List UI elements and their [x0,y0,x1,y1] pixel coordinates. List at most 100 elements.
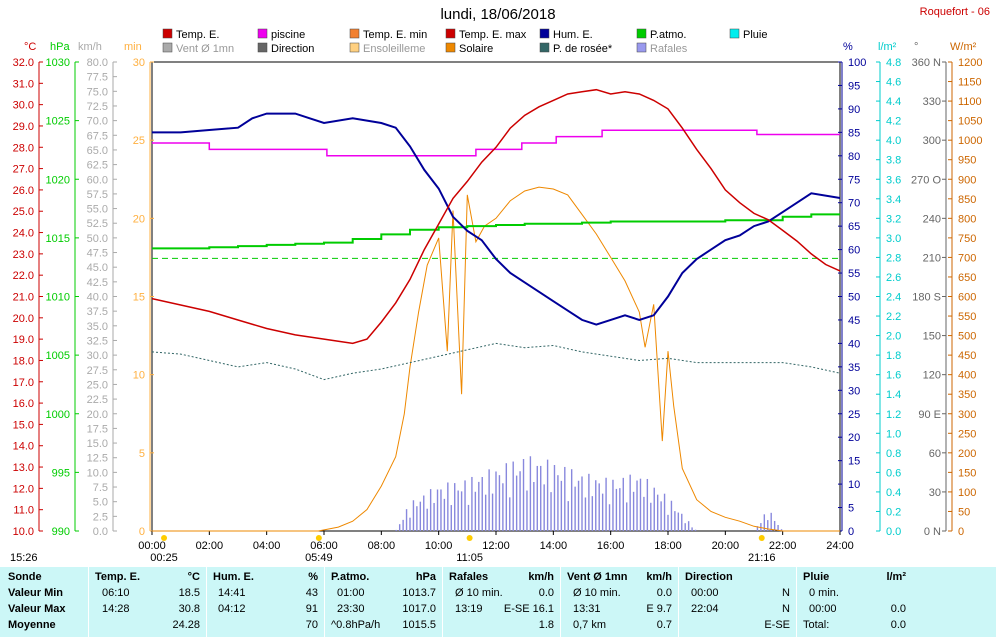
hum-tick-label: 20 [848,432,860,444]
axis-unit-label: km/h [78,41,102,53]
dir-tick-label: 150 [923,331,941,343]
rain-tick-label: 1.8 [886,350,901,362]
wind-tick-label: 20.0 [87,409,108,421]
axis-unit-label: min [124,41,142,53]
temp-tick-label: 15.0 [13,419,34,431]
legend-label: P. de rosée* [553,43,613,55]
wind-tick-label: 42.5 [87,277,108,289]
hum-tick-label: 90 [848,104,860,116]
wind-tick-label: 27.5 [87,365,108,377]
press-tick-label: 995 [52,467,70,479]
hum-tick-label: 45 [848,315,860,327]
temp-tick-label: 29.0 [13,121,34,133]
temp-tick-label: 10.0 [13,526,34,538]
wind-tick-label: 40.0 [87,292,108,304]
avg-hum-value: 70 [305,619,318,631]
wind-tick-label: 57.5 [87,189,108,201]
solar-tick-label: 400 [958,370,976,382]
solar-tick-label: 600 [958,292,976,304]
avg-wind-distance: 0,7 km [573,619,607,631]
time-tick-label: 06:00 [310,540,338,552]
legend-label: Direction [271,43,314,55]
legend-label: piscine [271,29,305,41]
temperature-series-line [151,88,841,345]
max-hum-time: 04:12 [218,603,246,615]
time-tick-label: 04:00 [253,540,281,552]
hdr-press-unit: hPa [415,571,436,583]
rain-tick-label: 0.0 [886,526,901,538]
press-tick-label: 1030 [46,57,70,69]
rain-tick-label: 4.6 [886,77,901,89]
time-tick-label: 20:00 [712,540,740,552]
max-dir-value: N [782,603,790,615]
hdr-gust: Rafales [449,571,489,583]
stats-header-row: Sonde Temp. E. °C Hum. E. % P.atmo. hPa … [0,571,996,587]
min-temp-time: 06:10 [102,587,130,599]
event-time-1: 00:25 [150,552,178,564]
solar-tick-label: 300 [958,409,976,421]
rain-tick-label: 4.0 [886,135,901,147]
avg-dir-value: E-SE [764,619,790,631]
legend-label: P.atmo. [650,29,687,41]
dir-tick-label: 90 E [918,409,941,421]
rain-tick-label: 3.2 [886,213,901,225]
solar-tick-label: 650 [958,272,976,284]
rain-tick-label: 2.2 [886,311,901,323]
avg-press-trend: ^0.8hPa/h [331,619,381,631]
sun-tick-label: 25 [133,135,145,147]
solar-tick-label: 500 [958,331,976,343]
hdr-hum: Hum. E. [213,571,254,583]
rain-tick-label: 0.2 [886,506,901,518]
wind-tick-label: 52.5 [87,218,108,230]
temp-tick-label: 14.0 [13,441,34,453]
hdr-dir: Direction [685,571,733,583]
solar-tick-label: 900 [958,174,976,186]
sunset-time: 21:16 [748,552,776,564]
max-rain-time: 00:00 [809,603,837,615]
solar-tick-label: 150 [958,467,976,479]
solar-tick-label: 1100 [958,96,982,108]
dir-tick-label: 300 [923,135,941,147]
stats-avg-row: Moyenne 24.28 70 ^0.8hPa/h 1015.5 1.8 0,… [0,619,996,635]
solar-tick-label: 800 [958,213,976,225]
wind-tick-label: 30.0 [87,350,108,362]
legend-label: Temp. E. max [459,29,527,41]
solar-tick-label: 1050 [958,116,982,128]
solar-tick-label: 550 [958,311,976,323]
rain-tick-label: 1.2 [886,409,901,421]
legend-swatch [729,28,740,39]
time-tick-label: 12:00 [482,540,510,552]
rain-tick-label: 2.4 [886,292,901,304]
max-rain-value: 0.0 [890,603,906,615]
temp-tick-label: 23.0 [13,249,34,261]
plot-frame [151,61,841,532]
axis-unit-label: W/m² [950,41,977,53]
wind-tick-label: 7.5 [93,482,108,494]
dir-tick-label: 240 [923,213,941,225]
sun-tick-label: 0 [139,526,145,538]
legend-swatch [162,42,173,53]
time-tick-label: 24:00 [826,540,854,552]
temp-tick-label: 17.0 [13,377,34,389]
press-tick-label: 990 [52,526,70,538]
min-press-value: 1013.7 [402,587,436,599]
wind-tick-label: 2.5 [93,511,108,523]
temp-tick-label: 28.0 [13,142,34,154]
avg-press-value: 1015.5 [402,619,436,631]
sun-tick-label: 30 [133,57,145,69]
wind-tick-label: 77.5 [87,72,108,84]
rain-tick-label: 0.8 [886,448,901,460]
legend-swatch [349,28,360,39]
max-gust-value: E-SE 16.1 [503,603,554,615]
hdr-temp: Temp. E. [95,571,141,583]
legend-swatch [539,28,550,39]
solar-tick-label: 200 [958,448,976,460]
humidity-series-line [152,112,841,326]
wind-tick-label: 80.0 [87,57,108,69]
temp-tick-label: 18.0 [13,355,34,367]
time-tick-label: 14:00 [540,540,568,552]
dir-tick-label: 30 [929,487,941,499]
hdr-sonde: Sonde [8,571,42,583]
min-dir-value: N [782,587,790,599]
solar-tick-label: 100 [958,487,976,499]
